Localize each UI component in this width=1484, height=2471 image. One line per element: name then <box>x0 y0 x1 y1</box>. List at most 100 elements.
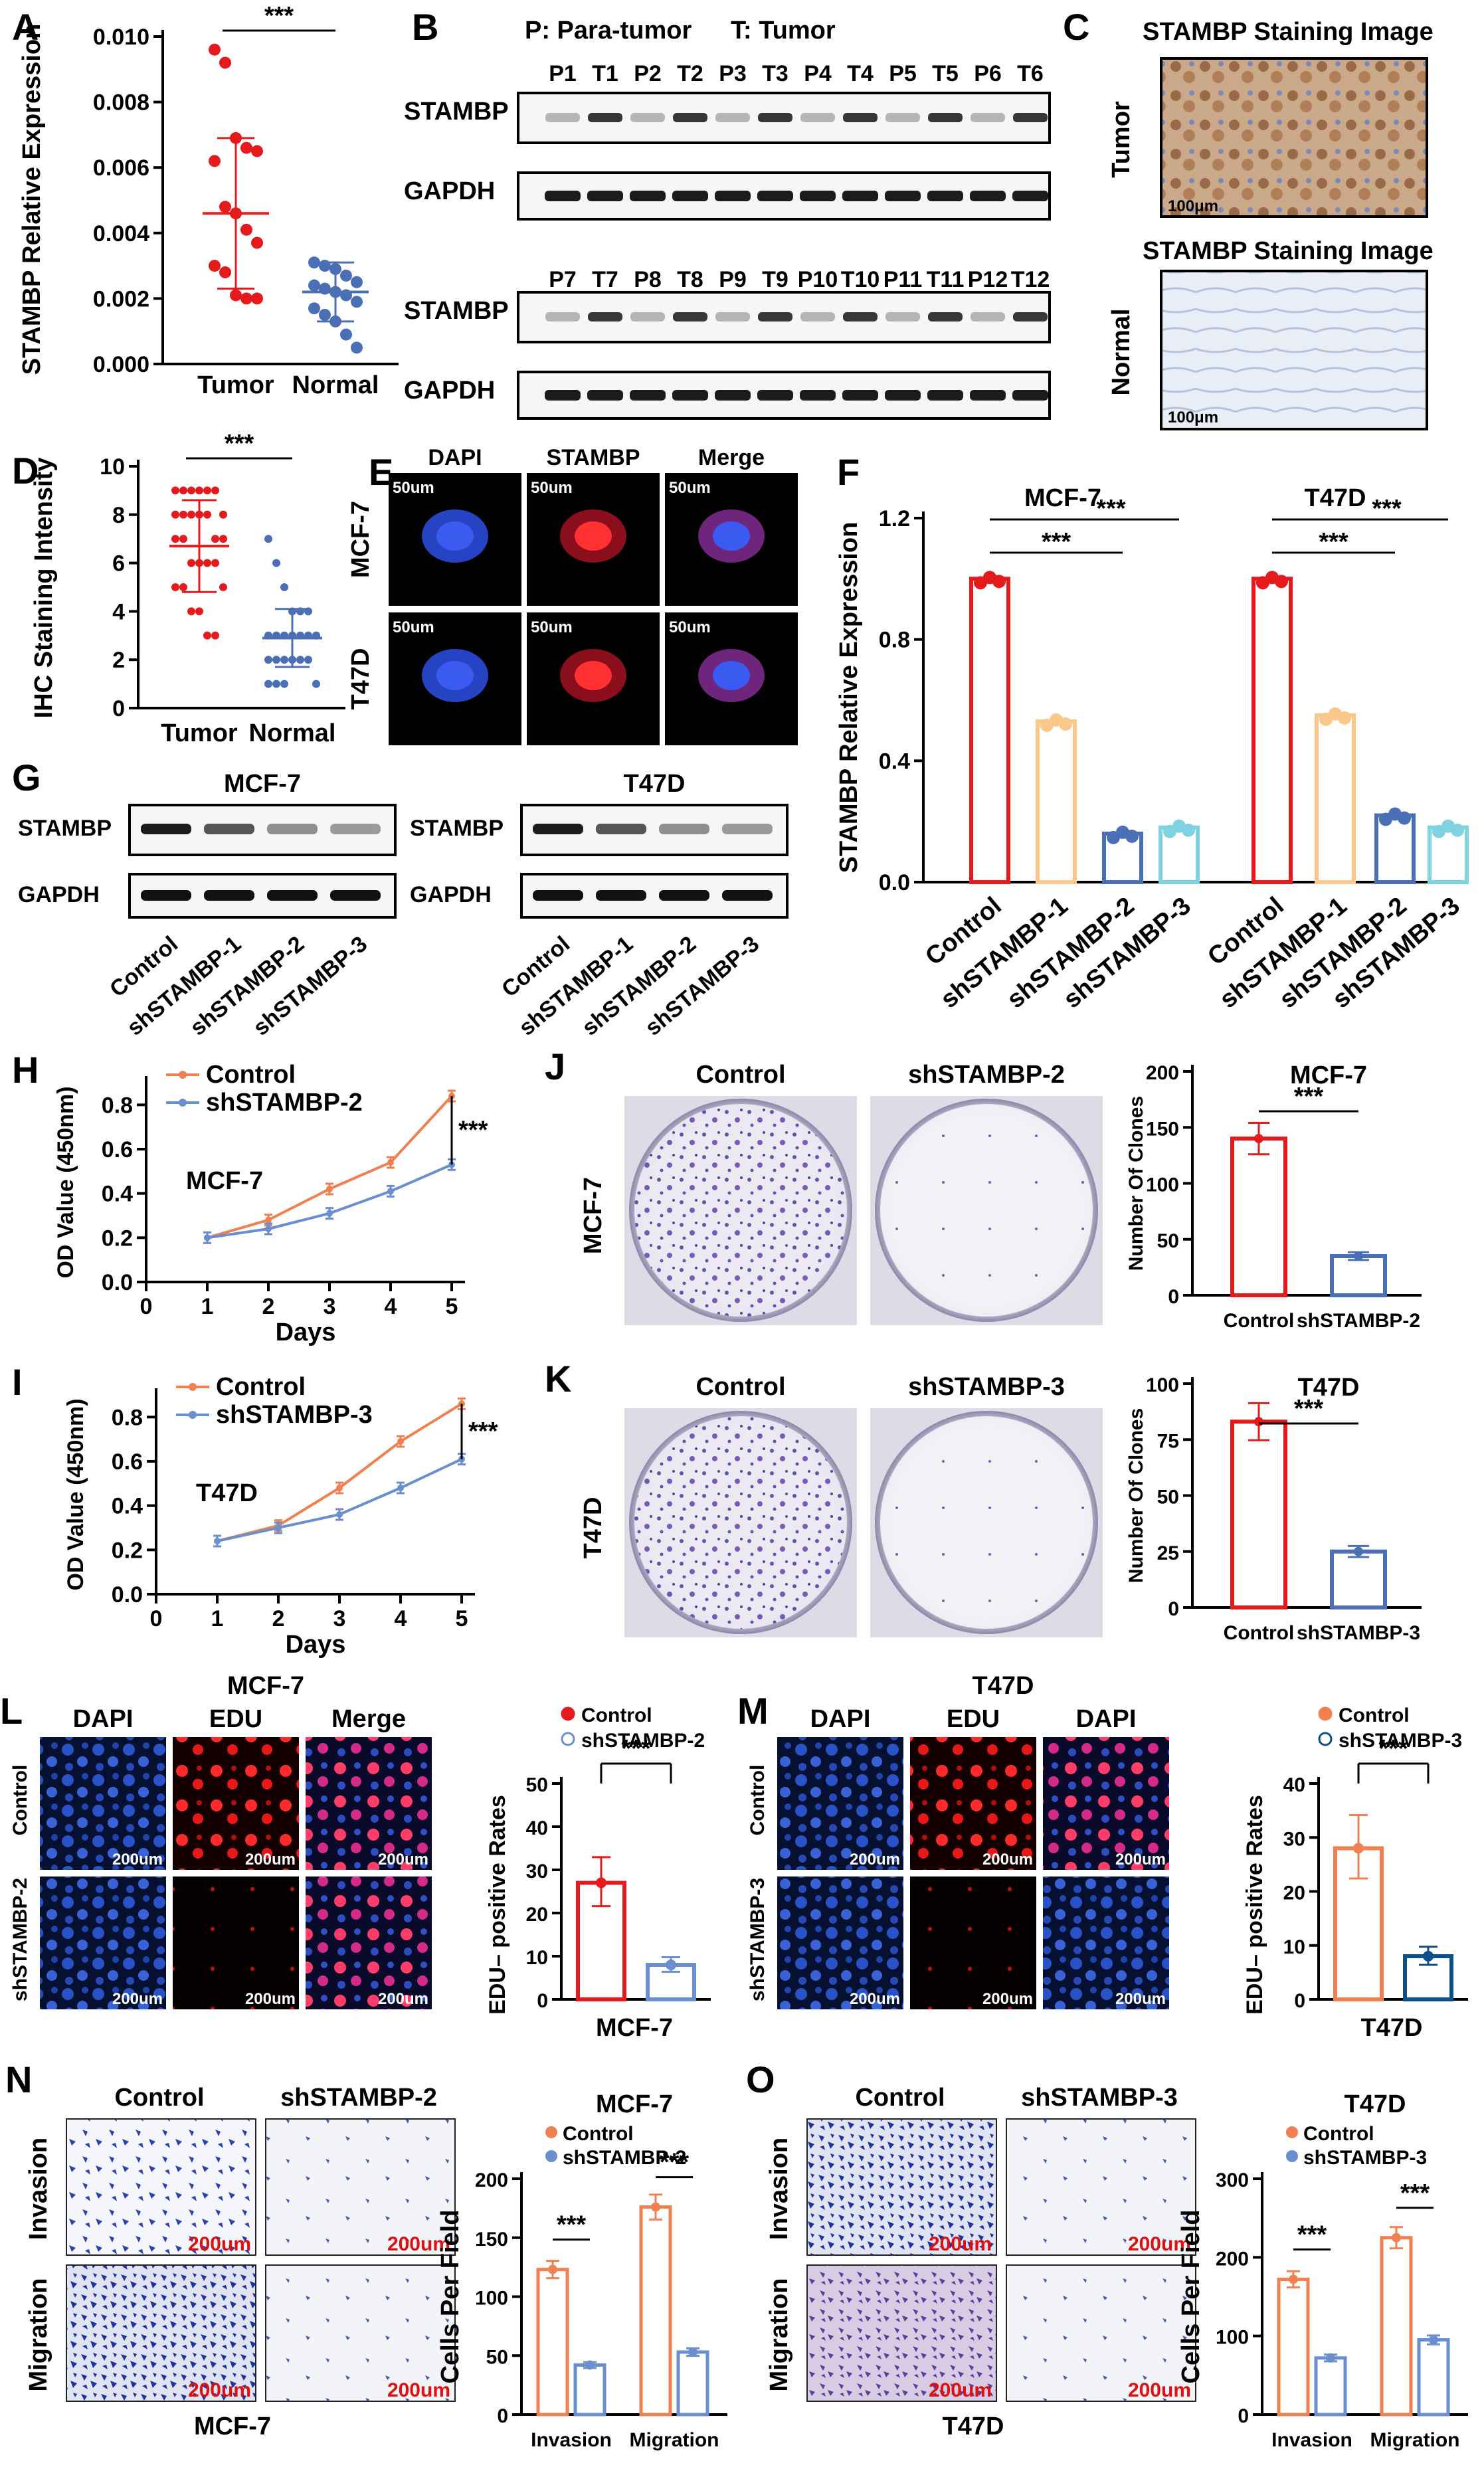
cell-nucleus <box>713 521 750 551</box>
y-tick-label: 0 <box>1294 1990 1305 2012</box>
fluorescence-image <box>910 1876 1036 2009</box>
x-tick-label: 4 <box>395 1606 407 1631</box>
cell-line-label: MCF-7 <box>194 2413 271 2440</box>
data-point <box>209 43 221 56</box>
data-point <box>209 155 221 167</box>
band <box>971 113 1005 122</box>
band <box>204 890 254 901</box>
y-axis-label: EDU– positive Rates <box>485 1795 510 2015</box>
row-label: Control <box>9 1765 31 1836</box>
bar <box>639 2205 672 2417</box>
panel-header: MCF-7 <box>227 1672 304 1700</box>
column-label: Merge <box>698 445 765 470</box>
scale-bar-label: 200um <box>188 2233 251 2255</box>
scale-bar-label: 100μm <box>1168 197 1218 215</box>
data-point <box>219 201 231 213</box>
y-tick-label: 300 <box>1216 2169 1249 2191</box>
panel-label-m: M <box>737 1690 769 1732</box>
y-tick-label: 0.008 <box>93 90 149 116</box>
band <box>545 113 580 122</box>
data-point <box>1326 2353 1335 2363</box>
scale-bar-label: 50um <box>393 618 434 636</box>
y-tick-label: 30 <box>1283 1828 1305 1850</box>
blot-label-stambp: STAMBP <box>404 297 509 325</box>
row-label: shSTAMBP-3 <box>747 1878 769 2001</box>
y-tick-label: 50 <box>526 1774 548 1796</box>
x-tick-label: 0 <box>140 1294 153 1319</box>
bar <box>1036 719 1077 885</box>
band <box>885 113 920 122</box>
cell-nucleus <box>575 521 612 551</box>
fluorescence-image <box>40 1876 166 2009</box>
data-point <box>187 510 195 519</box>
fluorescence-image <box>40 1737 166 1870</box>
data-point <box>195 607 203 616</box>
data-point <box>326 1210 333 1217</box>
band <box>800 390 836 401</box>
chart-title: MCF-7 <box>1024 484 1101 512</box>
y-tick-label: 0.002 <box>93 286 149 312</box>
x-tick-label: Migration <box>630 2429 719 2451</box>
transwell-image <box>1006 2264 1196 2402</box>
band <box>1012 191 1048 201</box>
cell-nucleus <box>575 661 612 690</box>
legend-label: shSTAMBP-3 <box>1339 1730 1462 1752</box>
ihc-title-normal: STAMBP Staining Image <box>1143 237 1434 265</box>
y-tick-label: 0.000 <box>93 352 149 377</box>
y-tick-label: 0.004 <box>93 221 149 246</box>
y-tick-label: 10 <box>526 1947 548 1969</box>
row-label: shSTAMBP-2 <box>9 1878 31 2001</box>
y-axis-label: STAMBP Relative Expression <box>18 24 46 375</box>
data-point <box>1353 1843 1364 1854</box>
data-point <box>387 1188 394 1195</box>
band <box>141 824 191 834</box>
ihc-image-normal <box>1160 270 1428 430</box>
y-tick-label: 25 <box>1157 1542 1179 1564</box>
data-point <box>1275 575 1288 589</box>
band <box>630 113 665 122</box>
data-point <box>179 535 187 543</box>
band <box>673 312 707 321</box>
data-point <box>171 583 179 591</box>
y-axis-label: Number Of Clones <box>1125 1408 1147 1583</box>
row-label: Invasion <box>25 2138 52 2240</box>
scale-bar-label: 200um <box>378 1990 428 2008</box>
chart-title: T47D <box>1305 484 1366 512</box>
row-label: Control <box>747 1765 769 1836</box>
panel-label-l: L <box>0 1690 23 1732</box>
transwell-image <box>66 2118 256 2256</box>
scale-bar-label: 200um <box>929 2379 992 2401</box>
band <box>715 312 750 321</box>
data-point <box>219 56 231 69</box>
band <box>587 390 623 401</box>
data-point <box>272 656 280 664</box>
colony-image <box>634 1104 847 1317</box>
legend-label: shSTAMBP-3 <box>216 1401 373 1429</box>
band <box>800 312 835 321</box>
band <box>715 191 751 201</box>
panel-label-b: B <box>412 6 438 48</box>
scale-bar-label: 200um <box>850 1851 900 1869</box>
data-point <box>230 289 242 302</box>
significance-label: *** <box>557 2211 587 2239</box>
column-label: shSTAMBP-3 <box>908 1373 1065 1401</box>
y-axis-label: OD Value (450nm) <box>63 1398 88 1590</box>
lane-label: P10 <box>798 267 838 292</box>
bar <box>1330 1254 1387 1298</box>
row-label: Invasion <box>765 2138 793 2240</box>
row-label-normal: Normal <box>1107 309 1135 396</box>
column-label: Control <box>696 1373 785 1401</box>
band <box>204 824 254 834</box>
significance-label: *** <box>458 1117 488 1144</box>
data-point <box>211 559 219 567</box>
data-point <box>1338 711 1351 725</box>
x-tick-label: Tumor <box>197 371 274 399</box>
lane-label: P6 <box>974 61 1002 86</box>
legend-para-tumor: P: Para-tumor <box>525 17 692 45</box>
scale-bar-label: 200um <box>1128 2233 1191 2255</box>
data-point <box>1319 712 1333 726</box>
y-tick-label: 100 <box>475 2288 508 2310</box>
band <box>659 824 709 834</box>
y-axis-label: OD Value (450nm) <box>53 1086 78 1278</box>
data-point <box>1429 2335 1438 2345</box>
